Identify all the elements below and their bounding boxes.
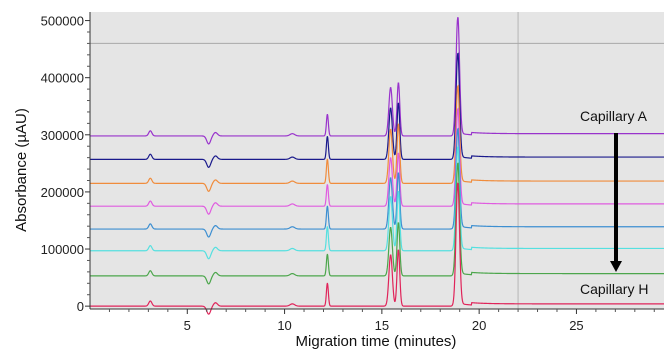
y-tick-label: 400000 [41,71,84,86]
reference-lines [90,12,664,309]
x-tick-label: 25 [569,318,583,333]
capillary-a-label: Capillary A [580,108,648,124]
arrow-head [610,261,622,272]
series-line [90,182,664,315]
annotations: Capillary A Capillary H [580,108,648,297]
y-tick-label: 0 [77,299,84,314]
x-tick-label: 15 [375,318,389,333]
x-tick-label: 5 [184,318,191,333]
series-line [90,107,664,215]
series-line [90,127,664,238]
capillary-h-label: Capillary H [580,281,648,297]
plot-area [90,12,664,309]
y-tick-label: 200000 [41,185,84,200]
axes: 5 10 15 20 25 0 100000 200000 300000 400000 500000 [41,12,664,333]
series-line [90,16,664,145]
y-tick-label: 500000 [41,14,84,29]
series-line [90,146,664,260]
y-tick-label: 100000 [41,242,84,257]
x-tick-label: 20 [472,318,486,333]
x-tick-label: 10 [277,318,291,333]
x-axis-label: Migration time (minutes) [296,333,457,350]
series-line [90,52,664,169]
y-axis-label: Absorbance (µAU) [13,108,30,232]
series-line [90,162,664,285]
series-line [90,84,664,192]
y-tick-label: 300000 [41,128,84,143]
series-layer [90,16,664,315]
